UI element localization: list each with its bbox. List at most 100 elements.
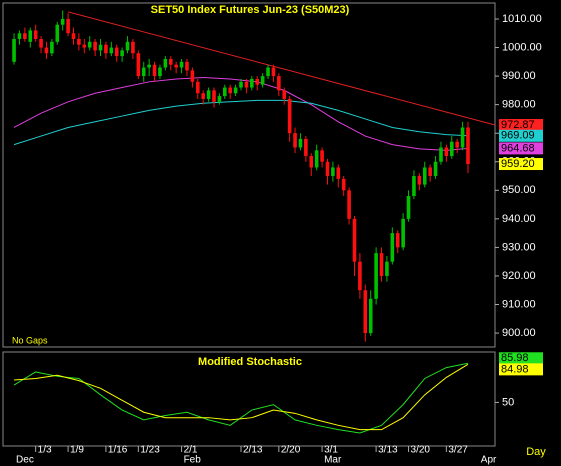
y-tick-label: 910.00 <box>502 298 536 310</box>
candle-body <box>417 176 422 185</box>
chart-title: SET50 Index Futures Jun-23 (S50M23) <box>151 4 350 16</box>
stochastic-tag-bg <box>499 352 543 365</box>
x-tick-label: 3/13 <box>378 445 398 456</box>
candle-body <box>358 261 362 291</box>
candle-body <box>12 38 16 62</box>
price-tag-bg <box>499 119 543 132</box>
candle-body <box>433 161 438 177</box>
candle-body <box>44 47 49 54</box>
candle-body <box>449 141 454 157</box>
month-label: Mar <box>324 455 342 466</box>
month-label: Apr <box>481 455 497 466</box>
stochastic-panel <box>2 351 496 447</box>
price-tag-bg <box>499 158 543 171</box>
price-tag-bg <box>499 142 543 155</box>
candle-body <box>174 64 178 68</box>
candle-body <box>352 218 357 262</box>
candle-body <box>120 50 124 57</box>
candle-body <box>336 167 341 179</box>
indicator-line <box>13 77 469 151</box>
period-label: Day <box>526 446 546 458</box>
candle-body <box>228 87 233 94</box>
candle-body <box>223 87 227 97</box>
candle-body <box>163 58 168 68</box>
candle-body <box>104 44 108 54</box>
candle-body <box>277 76 281 91</box>
candle-body <box>141 67 146 77</box>
x-tick-label: 3/20 <box>411 445 431 456</box>
price-panel <box>2 2 496 348</box>
y-tick-label: 920.00 <box>502 270 536 282</box>
candle-body <box>147 64 151 68</box>
candle-body <box>39 38 43 48</box>
candle-body <box>309 156 314 168</box>
price-tag: 969.09 <box>501 130 535 142</box>
note: No Gaps <box>12 335 48 345</box>
candle-body <box>374 253 378 299</box>
candle-body <box>460 127 465 148</box>
candle-body <box>109 47 114 54</box>
candle-body <box>422 167 427 185</box>
candle-body <box>320 150 324 162</box>
month-label: Feb <box>184 455 202 466</box>
candle-body <box>401 218 405 248</box>
candle-body <box>190 70 195 82</box>
candle-body <box>195 81 200 94</box>
stochastic-line <box>13 362 469 434</box>
y-tick-label: 950.00 <box>502 184 536 196</box>
candle-body <box>114 47 119 57</box>
candle-body <box>379 253 384 276</box>
candle-body <box>325 161 330 177</box>
candle-body <box>66 19 70 34</box>
stochastic-tag: 84.98 <box>501 363 529 375</box>
candle-body <box>255 78 260 85</box>
candle-body <box>233 87 238 94</box>
panel-title: Modified Stochastic <box>198 356 302 368</box>
x-tick-label: 2/13 <box>243 445 263 456</box>
candle-body <box>368 298 373 334</box>
candle-body <box>347 190 351 219</box>
candle-body <box>98 44 103 51</box>
candle-body <box>331 167 335 177</box>
candle-body <box>17 33 22 39</box>
candle-body <box>201 93 205 99</box>
price-tag: 972.87 <box>501 119 535 131</box>
candle-body <box>125 41 130 51</box>
candle-body <box>385 261 389 276</box>
candle-body <box>250 78 254 88</box>
candle-body <box>395 233 400 248</box>
candle-body <box>363 290 368 334</box>
candle-body <box>28 30 33 42</box>
candle-body <box>293 133 297 148</box>
x-tick-label: 2/20 <box>281 445 301 456</box>
stochastic-line <box>14 363 469 431</box>
x-tick-label: 1/23 <box>140 445 160 456</box>
y-tick-label: 930.00 <box>502 241 536 253</box>
candle-body <box>217 96 222 102</box>
candle-body <box>428 167 432 177</box>
candle-body <box>33 30 38 39</box>
candle-body <box>158 67 162 77</box>
x-tick-label: 1/9 <box>70 445 84 456</box>
candle-body <box>168 58 173 65</box>
y-tick-label: 1010.00 <box>502 13 542 25</box>
y-tick-label: 50 <box>502 396 514 408</box>
indicator-line <box>13 99 469 146</box>
candle-body <box>55 24 60 42</box>
y-tick-label: 940.00 <box>502 213 536 225</box>
candle-body <box>406 196 411 219</box>
candle-body <box>179 61 184 68</box>
stochastic-tag: 85.98 <box>501 352 529 364</box>
y-tick-label: 900.00 <box>502 327 536 339</box>
price-tag-bg <box>499 129 543 142</box>
candle-body <box>282 90 287 99</box>
x-tick-label: 1/3 <box>38 445 52 456</box>
price-tag: 964.68 <box>501 142 535 154</box>
x-tick-label: 3/1 <box>324 445 338 456</box>
candle-body <box>23 33 27 39</box>
candle-body <box>60 19 65 25</box>
x-tick-label: 2/1 <box>184 445 198 456</box>
candle-body <box>304 138 308 157</box>
